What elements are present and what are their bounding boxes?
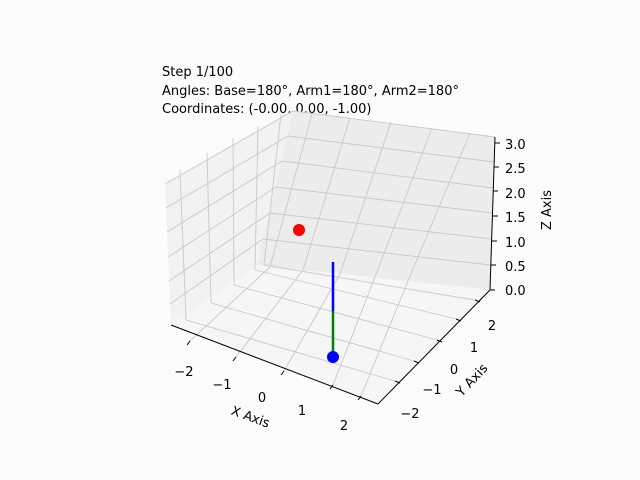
z-tick-label: 1.5 (505, 211, 526, 226)
x-tick-label: −1 (212, 378, 231, 393)
y-tick-label: 1 (470, 341, 478, 356)
title-coordinates: Coordinates: (-0.00, 0.00, -1.00) (162, 102, 371, 117)
y-tick-label: 0 (450, 363, 458, 378)
x-tick-labels: −2 −1 0 1 2 (174, 365, 348, 434)
z-tick-label: 1.0 (505, 236, 526, 251)
x-tick-label: 0 (258, 391, 266, 406)
points (293, 224, 339, 363)
y-tick-label: 2 (488, 319, 496, 334)
x-axis-label: X Axis (229, 404, 272, 432)
grid-lines (164, 110, 496, 397)
y-axis-label: Y Axis (453, 361, 491, 401)
axis-edges (170, 136, 496, 405)
y-tick-label: −2 (400, 407, 419, 422)
title-step: Step 1/100 (162, 65, 233, 80)
floor-pane (171, 265, 490, 404)
z-tick-label: 2.5 (505, 162, 526, 177)
y-tick-labels: −2 −1 0 1 2 (400, 319, 496, 422)
x-tick-label: 2 (340, 419, 348, 434)
z-tick-labels: 0.0 0.5 1.0 1.5 2.0 2.5 3.0 (505, 138, 526, 299)
z-tick-label: 0.5 (505, 260, 526, 275)
x-axis-line (170, 324, 379, 405)
tick-marks (186, 142, 500, 401)
x-tick-label: −2 (174, 365, 193, 380)
y-axis-line (377, 289, 491, 405)
back-pane (257, 111, 495, 290)
target-point (293, 224, 305, 236)
y-tick-label: −1 (422, 383, 441, 398)
z-axis-line (489, 136, 496, 291)
z-tick-label: 2.0 (505, 187, 526, 202)
z-axis-label: Z Axis (540, 190, 555, 230)
z-tick-label: 3.0 (505, 138, 526, 153)
end-effector-point (327, 351, 339, 363)
title-angles: Angles: Base=180°, Arm1=180°, Arm2=180° (162, 84, 459, 99)
z-tick-label: 0.0 (505, 284, 526, 299)
left-pane (165, 111, 293, 325)
x-tick-label: 1 (298, 404, 306, 419)
